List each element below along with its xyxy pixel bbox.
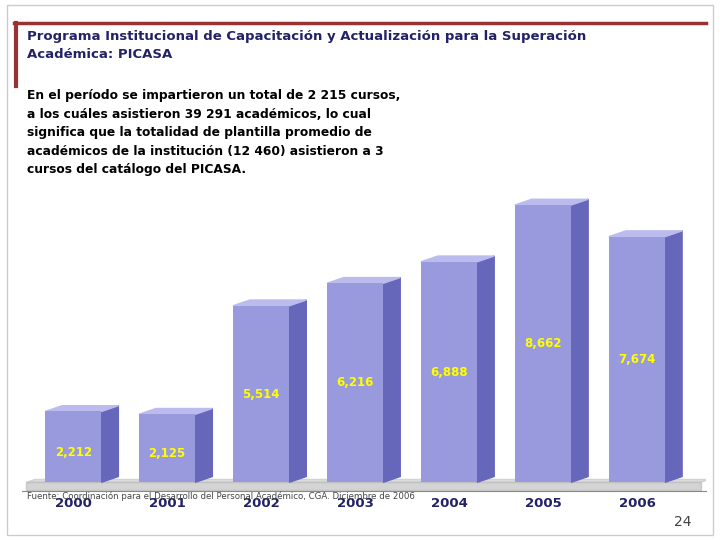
Text: 24: 24 <box>674 515 691 529</box>
Text: Programa Institucional de Capacitación y Actualización para la Superación: Programa Institucional de Capacitación y… <box>27 30 587 43</box>
Polygon shape <box>27 482 701 490</box>
Bar <box>45 411 102 482</box>
Text: En el período se impartieron un total de 2 215 cursos,
a los cuáles asistieron 3: En el período se impartieron un total de… <box>27 89 401 176</box>
Polygon shape <box>421 256 494 262</box>
Polygon shape <box>289 300 306 482</box>
Text: 5,514: 5,514 <box>243 388 280 401</box>
Bar <box>515 205 571 482</box>
Polygon shape <box>515 199 588 205</box>
Polygon shape <box>45 406 118 411</box>
Polygon shape <box>477 256 494 482</box>
Text: 8,662: 8,662 <box>524 337 562 350</box>
Polygon shape <box>195 408 212 482</box>
Polygon shape <box>102 406 118 482</box>
Text: 2,125: 2,125 <box>148 447 186 460</box>
Polygon shape <box>327 278 400 284</box>
Polygon shape <box>383 278 400 482</box>
Text: 2,212: 2,212 <box>55 446 92 459</box>
Polygon shape <box>27 480 709 482</box>
Polygon shape <box>665 231 682 482</box>
Text: Fuente: Coordinación para el Desarrollo del Personal Académico, CGA. Diciembre d: Fuente: Coordinación para el Desarrollo … <box>27 491 415 501</box>
Text: 7,674: 7,674 <box>618 353 656 366</box>
Polygon shape <box>233 300 306 306</box>
Text: 6,888: 6,888 <box>431 366 468 379</box>
Bar <box>421 262 477 482</box>
Bar <box>609 237 665 482</box>
Bar <box>327 284 383 482</box>
Bar <box>233 306 289 482</box>
Polygon shape <box>609 231 682 237</box>
Polygon shape <box>139 408 212 414</box>
Bar <box>139 414 195 482</box>
Text: 6,216: 6,216 <box>336 376 374 389</box>
Text: Académica: PICASA: Académica: PICASA <box>27 48 173 60</box>
Polygon shape <box>571 199 588 482</box>
